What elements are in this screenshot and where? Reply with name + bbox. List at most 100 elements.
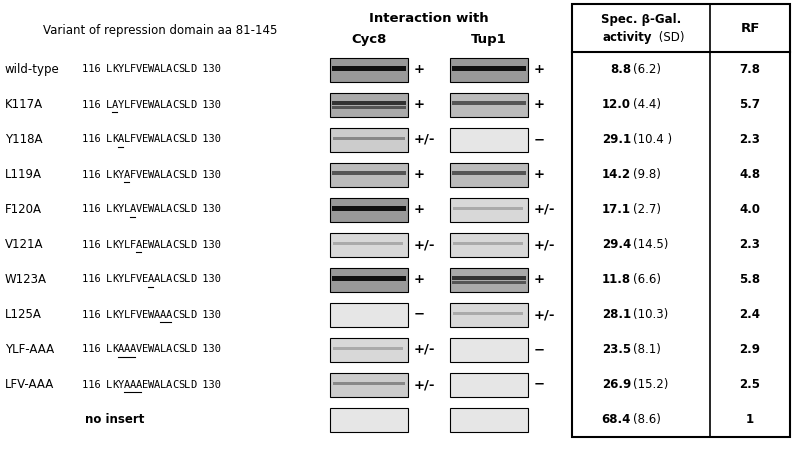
Text: 26.9: 26.9 xyxy=(602,378,631,391)
Text: Y: Y xyxy=(118,275,124,285)
Text: 130: 130 xyxy=(196,380,221,390)
Text: W: W xyxy=(148,99,155,109)
Text: (8.6): (8.6) xyxy=(633,413,661,426)
Text: 1: 1 xyxy=(746,413,754,426)
Text: D: D xyxy=(190,169,196,179)
Text: F120A: F120A xyxy=(5,203,42,216)
Text: Cyc8: Cyc8 xyxy=(351,34,387,46)
Bar xyxy=(332,66,406,71)
Text: L125A: L125A xyxy=(5,308,42,321)
Text: V: V xyxy=(136,64,142,74)
Text: A: A xyxy=(166,204,172,214)
Text: 11.8: 11.8 xyxy=(602,273,631,286)
Text: A: A xyxy=(124,345,130,355)
Text: 116: 116 xyxy=(82,204,107,214)
Text: (14.5): (14.5) xyxy=(633,238,669,251)
Text: L: L xyxy=(160,64,167,74)
Text: 28.1: 28.1 xyxy=(602,308,631,321)
Text: L: L xyxy=(184,345,190,355)
Text: +/-: +/- xyxy=(534,308,556,321)
Text: W: W xyxy=(148,345,155,355)
Bar xyxy=(332,206,406,211)
Text: C: C xyxy=(172,275,179,285)
Text: E: E xyxy=(142,134,148,144)
Text: V: V xyxy=(136,345,142,355)
Text: L: L xyxy=(184,240,190,250)
Text: L: L xyxy=(184,134,190,144)
Text: C: C xyxy=(172,134,179,144)
Text: Y: Y xyxy=(118,310,124,320)
Text: A: A xyxy=(166,380,172,390)
Text: S: S xyxy=(178,310,184,320)
Text: L: L xyxy=(160,380,167,390)
Bar xyxy=(330,372,408,396)
Text: E: E xyxy=(142,99,148,109)
Text: 5.8: 5.8 xyxy=(740,273,760,286)
Bar xyxy=(450,128,528,152)
Text: L: L xyxy=(124,310,130,320)
Text: L: L xyxy=(106,380,112,390)
Text: K: K xyxy=(112,380,118,390)
Text: S: S xyxy=(178,380,184,390)
Text: V: V xyxy=(136,275,142,285)
Text: 130: 130 xyxy=(196,275,221,285)
Text: L: L xyxy=(124,204,130,214)
Text: A: A xyxy=(154,204,160,214)
Text: L: L xyxy=(184,204,190,214)
Bar xyxy=(332,276,406,281)
Bar xyxy=(450,302,528,326)
Text: 29.4: 29.4 xyxy=(602,238,631,251)
Text: YLF-AAA: YLF-AAA xyxy=(5,343,54,356)
Text: V: V xyxy=(136,169,142,179)
Text: D: D xyxy=(190,380,196,390)
Text: Spec. β-Gal.: Spec. β-Gal. xyxy=(601,14,681,26)
Text: A: A xyxy=(148,275,155,285)
Bar xyxy=(453,207,523,209)
Text: A: A xyxy=(136,240,142,250)
Text: A: A xyxy=(154,64,160,74)
Text: E: E xyxy=(142,240,148,250)
Text: L: L xyxy=(106,134,112,144)
Text: K: K xyxy=(112,310,118,320)
Text: 7.8: 7.8 xyxy=(740,63,760,76)
Bar xyxy=(450,267,528,291)
Text: A: A xyxy=(166,240,172,250)
Bar xyxy=(450,163,528,187)
Text: +: + xyxy=(414,63,425,76)
Text: C: C xyxy=(172,99,179,109)
Text: Y: Y xyxy=(118,240,124,250)
Text: S: S xyxy=(178,240,184,250)
Text: F: F xyxy=(130,240,136,250)
Text: V: V xyxy=(136,204,142,214)
Text: S: S xyxy=(178,204,184,214)
Bar xyxy=(330,197,408,222)
Text: (SD): (SD) xyxy=(655,31,685,44)
Text: +: + xyxy=(534,63,545,76)
Text: +: + xyxy=(414,168,425,181)
Text: Y: Y xyxy=(118,169,124,179)
Text: W: W xyxy=(148,310,155,320)
Text: E: E xyxy=(142,275,148,285)
Text: (6.2): (6.2) xyxy=(633,63,661,76)
Bar xyxy=(330,302,408,326)
Bar xyxy=(452,171,526,175)
Text: −: − xyxy=(534,343,545,356)
Text: K117A: K117A xyxy=(5,98,43,111)
Text: +: + xyxy=(534,168,545,181)
Bar xyxy=(450,232,528,257)
Text: +: + xyxy=(534,273,545,286)
Text: C: C xyxy=(172,380,179,390)
Text: V121A: V121A xyxy=(5,238,44,251)
Bar xyxy=(330,337,408,361)
Text: W123A: W123A xyxy=(5,273,47,286)
Text: D: D xyxy=(190,240,196,250)
Text: 4.8: 4.8 xyxy=(740,168,760,181)
Text: K: K xyxy=(112,275,118,285)
Text: 2.4: 2.4 xyxy=(740,308,760,321)
Text: V: V xyxy=(136,99,142,109)
Text: 17.1: 17.1 xyxy=(602,203,631,216)
Text: 4.0: 4.0 xyxy=(740,203,760,216)
Text: Y: Y xyxy=(118,204,124,214)
Text: L119A: L119A xyxy=(5,168,42,181)
Bar xyxy=(450,337,528,361)
